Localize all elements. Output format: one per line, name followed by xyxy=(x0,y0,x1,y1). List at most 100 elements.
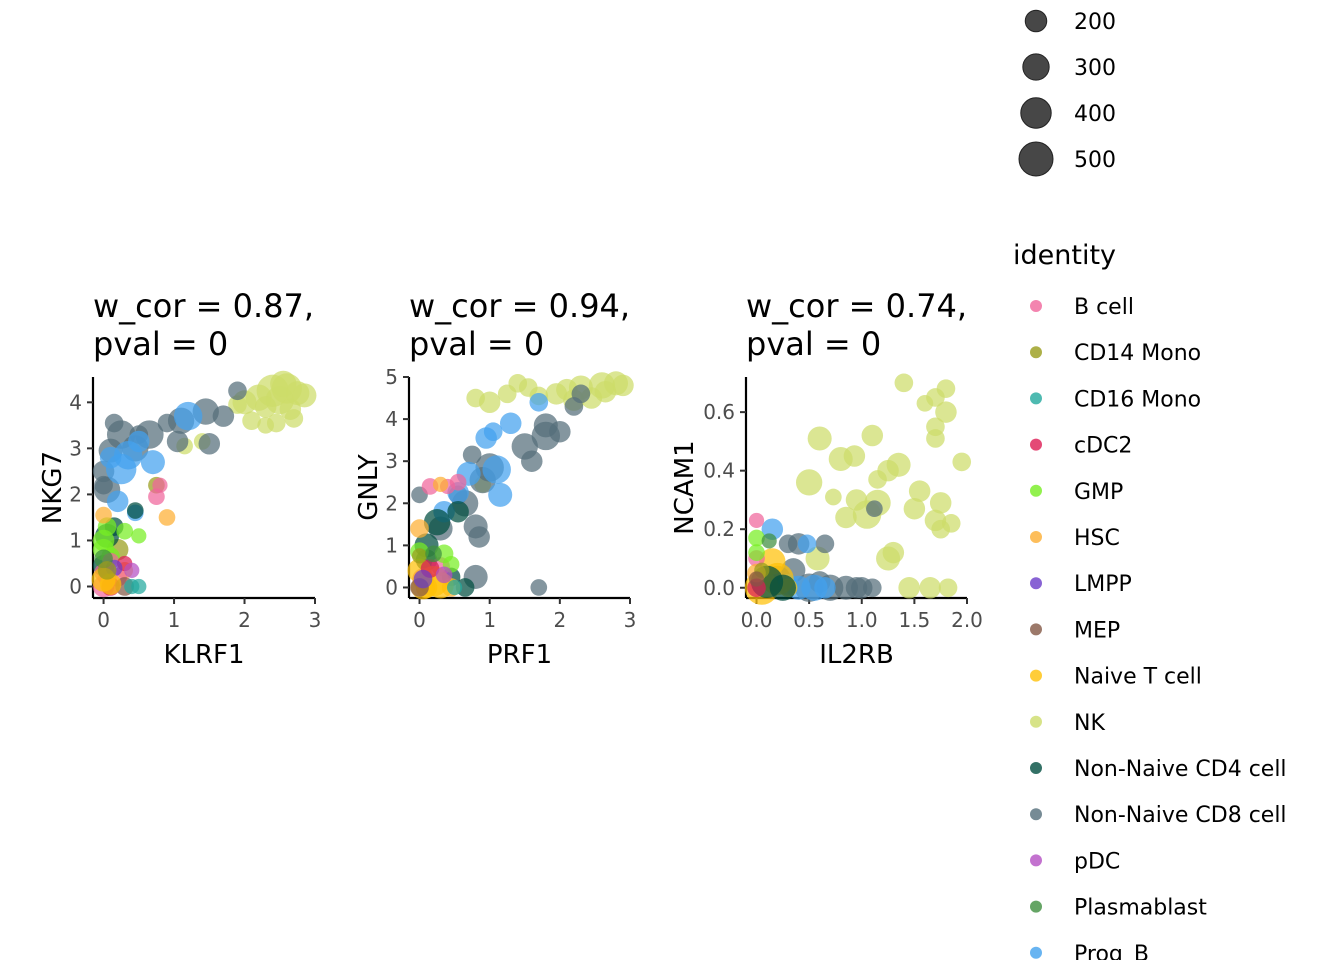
data-point xyxy=(124,562,140,578)
data-point xyxy=(466,388,485,408)
x-axis-label: IL2RB xyxy=(819,640,894,670)
data-point xyxy=(938,578,958,598)
data-point xyxy=(868,470,887,489)
panel-1: w_cor = 0.87,pval = 0 0 1 2 3 0 1 2 3 4 KLRF1 NKG7 xyxy=(38,287,321,670)
data-point xyxy=(413,569,433,589)
data-point xyxy=(530,579,548,596)
size-legend-key xyxy=(1022,53,1050,81)
data-point xyxy=(131,528,147,544)
data-point xyxy=(571,384,591,404)
y-tick-label: 0.4 xyxy=(703,459,735,483)
data-point xyxy=(521,450,543,472)
data-point xyxy=(435,566,453,584)
identity-legend-key xyxy=(1030,392,1042,405)
data-point xyxy=(131,578,147,595)
data-point xyxy=(99,446,122,469)
identity-legend-title: identity xyxy=(1013,240,1116,271)
panel-title-line2: pval = 0 xyxy=(409,325,544,363)
panel-3: w_cor = 0.74,pval = 0 0.0 0.5 1.0 1.5 2.0 0.0 0… xyxy=(670,287,983,670)
y-tick-label: 0 xyxy=(69,574,82,598)
data-point xyxy=(198,433,221,455)
data-point xyxy=(292,383,317,408)
data-point xyxy=(116,522,134,540)
data-point xyxy=(468,526,490,548)
identity-legend-key xyxy=(1030,946,1042,959)
data-point xyxy=(903,497,926,520)
data-point xyxy=(952,452,972,472)
identity-legend-key xyxy=(1030,300,1042,312)
size-legend-key xyxy=(1024,9,1048,33)
data-point xyxy=(748,512,765,529)
y-axis-label: NKG7 xyxy=(38,451,68,524)
data-point xyxy=(894,373,914,393)
data-point xyxy=(835,506,857,529)
x-tick-label: 0.0 xyxy=(741,608,773,632)
x-tick-label: 1 xyxy=(168,608,181,632)
data-point xyxy=(423,509,451,536)
x-tick-label: 1.5 xyxy=(898,608,930,632)
y-tick-label: 4 xyxy=(69,390,82,414)
data-point xyxy=(483,422,503,442)
y-tick-label: 0.2 xyxy=(703,517,735,541)
identity-legend-key xyxy=(1030,531,1042,543)
data-point xyxy=(411,548,428,564)
data-point xyxy=(935,401,957,423)
data-point xyxy=(228,381,247,401)
data-point xyxy=(499,412,522,435)
identity-legend-label: B cell xyxy=(1074,295,1134,320)
data-point xyxy=(529,392,549,412)
data-point xyxy=(748,544,765,561)
data-point xyxy=(545,383,568,405)
x-tick-label: 0 xyxy=(413,608,426,632)
data-point xyxy=(807,426,832,451)
data-point xyxy=(866,500,883,518)
data-point xyxy=(95,506,112,524)
data-point xyxy=(482,455,511,484)
identity-legend-label: LMPP xyxy=(1074,572,1132,597)
panel-title-line2: pval = 0 xyxy=(746,325,881,363)
y-tick-label: 3 xyxy=(385,449,398,473)
data-point xyxy=(876,546,901,571)
data-points xyxy=(744,373,972,605)
y-tick-label: 5 xyxy=(385,365,398,389)
y-tick-label: 2 xyxy=(385,491,398,515)
identity-legend-label: HSC xyxy=(1074,526,1120,551)
data-point xyxy=(861,424,884,447)
size-legend-label: 300 xyxy=(1074,56,1116,81)
data-point xyxy=(228,395,247,414)
panel-title-line1: w_cor = 0.87, xyxy=(93,287,314,325)
data-point xyxy=(594,380,617,403)
data-point xyxy=(157,413,177,433)
data-point xyxy=(531,421,561,451)
data-point xyxy=(761,533,777,549)
data-point xyxy=(748,529,765,547)
x-tick-label: 3 xyxy=(624,608,637,632)
x-tick-label: 2 xyxy=(238,608,251,632)
x-tick-label: 0 xyxy=(97,608,110,632)
data-point xyxy=(916,395,934,412)
x-tick-label: 0.5 xyxy=(793,608,825,632)
data-point xyxy=(462,445,482,465)
size-legend-label: 200 xyxy=(1074,10,1116,35)
identity-legend-key xyxy=(1030,623,1042,636)
panels-group: w_cor = 0.87,pval = 00 1 2 301234KLRF1NKG7w… xyxy=(38,287,983,670)
data-point xyxy=(254,396,277,418)
identity-legend-key xyxy=(1030,808,1042,821)
data-point xyxy=(126,502,144,519)
data-point xyxy=(497,384,517,404)
data-point xyxy=(257,417,274,434)
data-point xyxy=(612,374,634,397)
size-legend-key xyxy=(1018,141,1054,177)
x-tick-label: 2 xyxy=(553,608,566,632)
identity-legend-key xyxy=(1030,577,1042,590)
identity-legend-label: Prog_B xyxy=(1074,942,1149,960)
identity-legend-key xyxy=(1030,346,1042,359)
identity-legend-label: NK xyxy=(1074,711,1105,736)
x-tick-label: 3 xyxy=(309,608,322,632)
size-legend-label: 400 xyxy=(1074,102,1116,127)
data-point xyxy=(919,577,941,599)
data-point xyxy=(929,492,952,514)
identity-legend-key xyxy=(1030,715,1042,728)
identity-legend-key xyxy=(1030,438,1042,451)
data-point xyxy=(845,577,868,599)
